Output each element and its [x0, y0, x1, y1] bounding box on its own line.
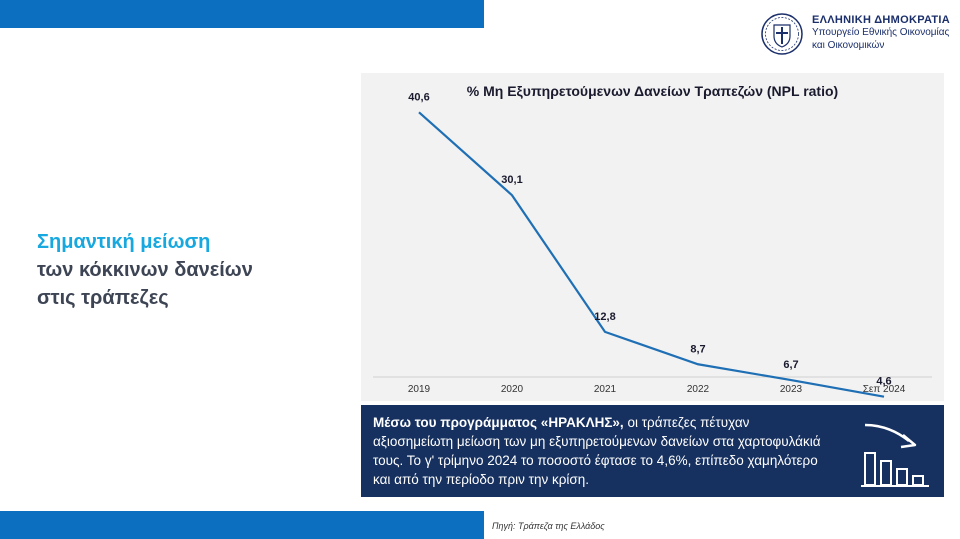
info-text-body: οι τράπεζες πέτυχαν αξιοσημείωτη μείωση … — [373, 415, 821, 487]
npl-chart-panel: % Μη Εξυπηρετούμενων Δανείων Τραπεζών (N… — [361, 73, 944, 401]
ministry-line-2: Υπουργείο Εθνικής Οικονομίας — [812, 27, 950, 38]
page-headline: Σημαντική μείωση των κόκκινων δανείων στ… — [37, 228, 253, 312]
top-accent-bar — [0, 0, 484, 28]
data-label: 4,6 — [876, 376, 891, 388]
x-tick-label: 2021 — [594, 384, 617, 395]
headline-line-2: των κόκκινων δανείων — [37, 259, 253, 281]
data-label: 30,1 — [501, 174, 522, 186]
ministry-line-3: και Οικονομικών — [812, 40, 885, 51]
x-tick-label: 2022 — [687, 384, 710, 395]
declining-bar-chart-icon — [861, 423, 929, 487]
npl-line-chart: 40,6 2019 30,1 2020 12,8 2021 8,7 2022 6,7 2023 4,… — [373, 91, 932, 398]
ministry-logo-text: ΕΛΛΗΝΙΚΗ ΔΗΜΟΚΡΑΤΙΑ Υπουργείο Εθνικής Οι… — [812, 14, 950, 52]
data-label: 40,6 — [408, 91, 429, 103]
chart-title: % Μη Εξυπηρετούμενων Δανείων Τραπεζών (N… — [466, 83, 839, 99]
npl-series-line — [418, 111, 885, 398]
data-label: 12,8 — [594, 311, 615, 323]
info-text-bold: Μέσω του προγράμματος «ΗΡΑΚΛΗΣ», — [373, 415, 624, 430]
x-tick-label: 2023 — [780, 384, 803, 395]
data-label: 6,7 — [783, 359, 798, 371]
bottom-accent-bar — [0, 511, 484, 539]
x-tick-label: Σεπ 2024 — [863, 384, 906, 395]
coat-of-arms-icon — [761, 13, 803, 55]
headline-line-3: στις τράπεζες — [37, 287, 169, 309]
source-note: Πηγή: Τράπεζα της Ελλάδος — [492, 521, 605, 531]
ministry-line-1: ΕΛΛΗΝΙΚΗ ΔΗΜΟΚΡΑΤΙΑ — [812, 14, 950, 26]
headline-line-1: Σημαντική μείωση — [37, 231, 211, 253]
data-label: 8,7 — [690, 343, 705, 355]
x-tick-label: 2019 — [408, 384, 431, 395]
info-box: Μέσω του προγράμματος «ΗΡΑΚΛΗΣ», οι τράπ… — [361, 405, 944, 497]
info-text: Μέσω του προγράμματος «ΗΡΑΚΛΗΣ», οι τράπ… — [373, 413, 833, 489]
x-tick-label: 2020 — [501, 384, 524, 395]
